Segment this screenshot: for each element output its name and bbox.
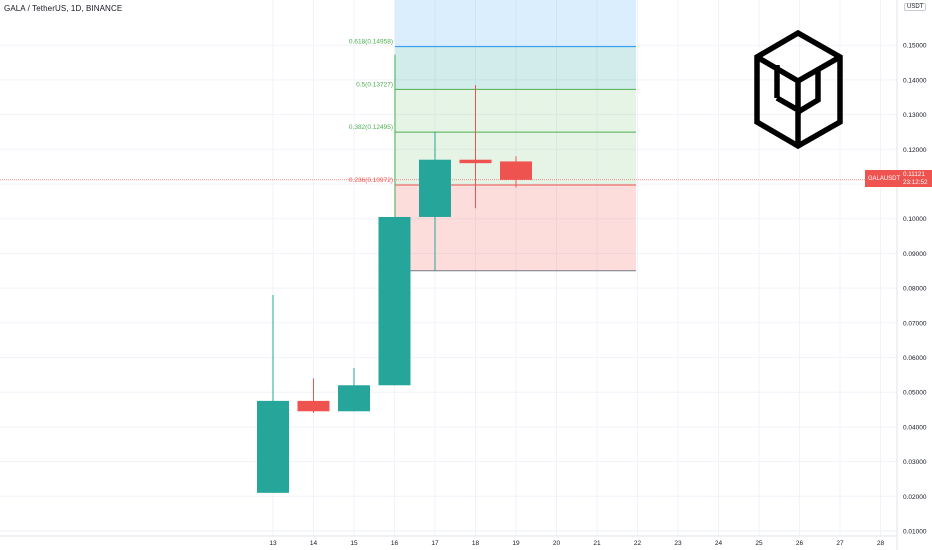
time-tick-label: 13 <box>269 540 277 547</box>
symbol-badge: GALAUSDT <box>865 170 903 187</box>
price-tick-label: 0.09000 <box>903 251 927 258</box>
time-tick-label: 24 <box>715 540 723 547</box>
gala-games-logo <box>754 29 843 150</box>
time-tick-label: 22 <box>634 540 642 547</box>
price-tick-label: 0.04000 <box>903 424 927 431</box>
fib-level-label: 0.382(0.12495) <box>349 124 393 131</box>
fib-level-label: 0.236(0.10972) <box>349 177 393 184</box>
price-tick-label: 0.13000 <box>903 112 927 119</box>
time-tick-label: 25 <box>755 540 763 547</box>
time-tick-label: 27 <box>836 540 844 547</box>
time-tick-label: 21 <box>593 540 601 547</box>
candle-body <box>257 400 289 493</box>
price-tick-label: 0.15000 <box>903 43 927 50</box>
price-tick-label: 0.06000 <box>903 355 927 362</box>
time-tick-label: 18 <box>472 540 480 547</box>
candle-body <box>419 159 451 217</box>
currency-unit-label[interactable]: USDT <box>904 3 927 11</box>
last-price-badge: 0.11121 23:12:52 <box>901 170 932 187</box>
price-tick-label: 0.12000 <box>903 147 927 154</box>
time-tick-label: 19 <box>512 540 520 547</box>
time-tick-label: 14 <box>310 540 318 547</box>
time-tick-label: 23 <box>674 540 682 547</box>
bar-countdown: 23:12:52 <box>903 179 928 186</box>
price-tick-label: 0.10000 <box>903 216 927 223</box>
time-tick-label: 16 <box>391 540 399 547</box>
chart-title: GALA / TetherUS, 1D, BINANCE <box>4 4 123 13</box>
fib-zone-extension <box>395 0 636 47</box>
candle-body <box>378 216 411 386</box>
price-axis[interactable]: 0.150000.140000.130000.120000.110000.100… <box>896 0 927 550</box>
time-tick-label: 28 <box>877 540 885 547</box>
time-axis[interactable]: 13 14 15 16 17 18 19 20 21 22 23 24 25 26 27 28 <box>0 535 897 547</box>
price-tick-label: 0.03000 <box>903 459 927 466</box>
price-tick-label: 0.07000 <box>903 320 927 327</box>
last-price-value: 0.11121 <box>903 171 925 178</box>
price-tick-label: 0.08000 <box>903 286 927 293</box>
time-tick-label: 17 <box>431 540 439 547</box>
fib-level-label: 0.5(0.13727) <box>356 81 393 88</box>
candle-body <box>297 400 330 412</box>
candlestick-series <box>257 85 532 493</box>
fib-zone-0.618 <box>395 46 636 90</box>
time-tick-label: 26 <box>796 540 804 547</box>
price-tick-label: 0.05000 <box>903 390 927 397</box>
grid-lines <box>0 0 897 536</box>
time-tick-label: 15 <box>350 540 358 547</box>
fib-level-label: 0.618(0.14958) <box>349 39 393 46</box>
candle-body <box>338 385 370 412</box>
price-tick-label: 0.02000 <box>903 494 927 501</box>
time-tick-label: 20 <box>553 540 561 547</box>
candle-body <box>459 159 492 164</box>
price-tick-label: 0.01000 <box>903 529 927 536</box>
price-tick-label: 0.14000 <box>903 77 927 84</box>
candle-body <box>500 161 532 180</box>
